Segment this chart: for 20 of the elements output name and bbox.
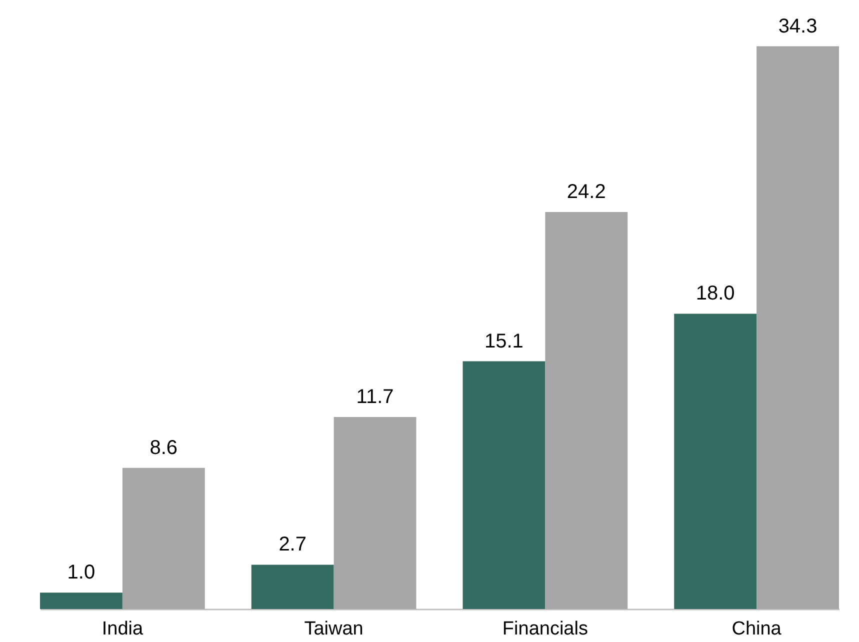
bar	[251, 564, 334, 609]
bar	[756, 46, 839, 609]
bar	[545, 212, 628, 609]
x-tick-label: India	[102, 618, 144, 640]
data-label: 24.2	[566, 180, 606, 203]
bar	[462, 361, 546, 609]
bar	[334, 417, 416, 609]
bar	[674, 314, 757, 609]
data-label: 18.0	[696, 282, 735, 305]
x-tick-label: Financials	[502, 618, 588, 640]
data-label: 11.7	[356, 386, 394, 408]
data-label: 15.1	[484, 330, 524, 352]
x-tick-label: China	[732, 618, 782, 640]
bar	[40, 592, 122, 609]
data-label: 8.6	[150, 436, 178, 459]
data-label: 2.7	[278, 534, 306, 556]
x-tick-label: Taiwan	[304, 618, 364, 640]
bar	[122, 468, 205, 609]
data-label: 34.3	[778, 15, 818, 38]
data-label: 1.0	[67, 562, 96, 584]
